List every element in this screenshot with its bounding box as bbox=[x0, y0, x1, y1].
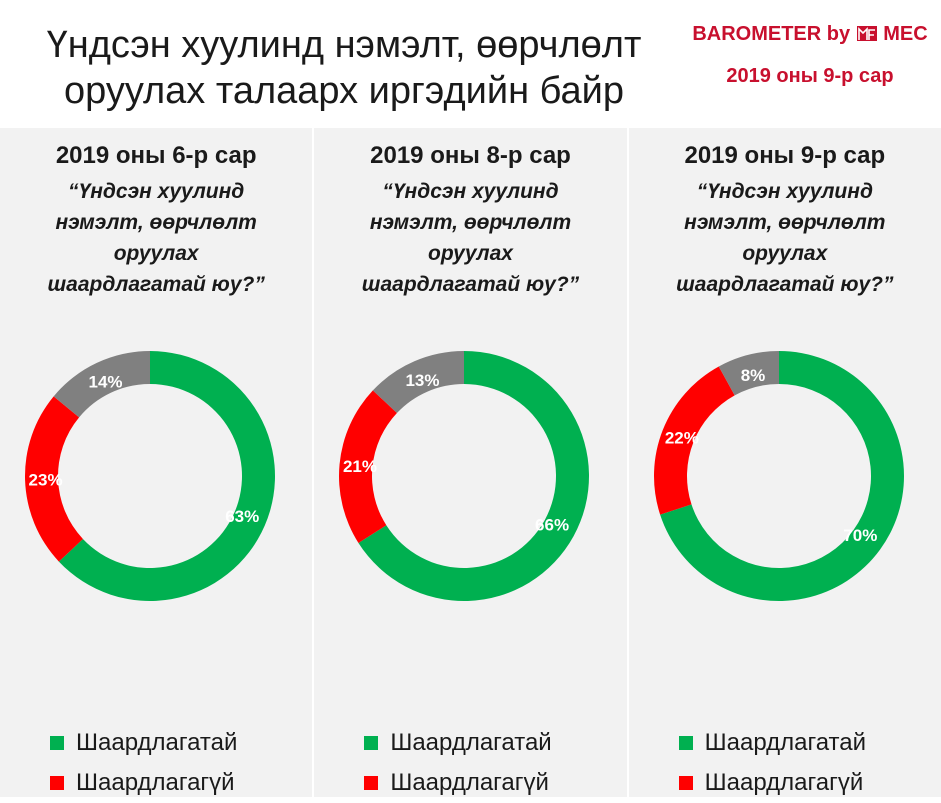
legend-label-required: Шаардлагатай bbox=[704, 729, 867, 756]
data-label-unknown: 13% bbox=[406, 371, 440, 390]
legend-swatch-required bbox=[50, 736, 64, 750]
data-label-required: 70% bbox=[843, 526, 877, 545]
legend-swatch-not-required bbox=[678, 776, 693, 790]
legend: Шаардлагатай Шаардлагагүй bbox=[50, 723, 237, 803]
panel-june: 2019 оны 6-р сар “Үндсэн хуулинд нэмэлт,… bbox=[0, 128, 315, 797]
donut-chart-june: 63% 23% 14% bbox=[25, 351, 275, 601]
data-label-not-required: 23% bbox=[29, 470, 63, 489]
legend-label-not-required: Шаардлагагүй bbox=[390, 769, 549, 796]
slice-not-required bbox=[653, 366, 735, 515]
panel-date: 2019 оны 9-р сар bbox=[684, 142, 886, 169]
brand-date: 2019 оны 9-р сар bbox=[726, 65, 894, 87]
panel-august: 2019 оны 8-р сар “Үндсэн хуулинд нэмэлт,… bbox=[314, 128, 629, 797]
legend-item-not-required: Шаардлагагүй bbox=[364, 763, 551, 803]
donut-chart-september: 70% 22% 8% bbox=[653, 351, 904, 601]
chart-panels: 2019 оны 6-р сар “Үндсэн хуулинд нэмэлт,… bbox=[0, 128, 941, 797]
legend-swatch-required bbox=[364, 736, 379, 750]
legend-swatch-not-required bbox=[364, 776, 379, 790]
panel-question: “Үндсэн хуулинд нэмэлт, өөрчлөлт оруулах… bbox=[361, 180, 580, 296]
data-label-required: 63% bbox=[225, 507, 259, 526]
legend-item-required: Шаардлагатай bbox=[364, 723, 552, 763]
slice-unknown bbox=[718, 351, 779, 396]
legend-item-not-required: Шаардлагагүй bbox=[678, 763, 866, 803]
donut-chart-august: 66% 21% 13% bbox=[339, 351, 590, 601]
legend-swatch-required bbox=[678, 736, 693, 750]
legend-label-required: Шаардлагатай bbox=[390, 729, 552, 756]
data-label-unknown: 8% bbox=[740, 366, 765, 385]
brand-text: BAROMETER by bbox=[692, 23, 851, 45]
panel-question: “Үндсэн хуулинд нэмэлт, өөрчлөлт оруулах… bbox=[47, 180, 265, 296]
panel-question: “Үндсэн хуулинд нэмэлт, өөрчлөлт оруулах… bbox=[676, 180, 894, 296]
brand-suffix: MEC bbox=[883, 23, 928, 45]
slice-not-required bbox=[25, 396, 83, 562]
legend-label-required: Шаардлагатай bbox=[76, 729, 238, 756]
legend: Шаардлагатай Шаардлагагүй bbox=[364, 723, 552, 803]
brand-block: BAROMETER by MEC 2019 оны 9-р сар bbox=[690, 20, 930, 90]
slice-unknown bbox=[53, 351, 150, 418]
legend-item-required: Шаардлагатай bbox=[50, 723, 237, 763]
legend-label-not-required: Шаардлагагүй bbox=[76, 769, 235, 796]
mec-logo-icon bbox=[856, 26, 877, 41]
brand-line: BAROMETER by MEC bbox=[690, 20, 930, 48]
slice-required bbox=[58, 351, 275, 601]
legend-item-not-required: Шаардлагагүй bbox=[50, 763, 237, 803]
slice-unknown bbox=[373, 351, 465, 414]
panel-date: 2019 оны 8-р сар bbox=[370, 142, 571, 169]
legend: Шаардлагатай Шаардлагагүй bbox=[678, 723, 867, 803]
data-label-not-required: 21% bbox=[343, 457, 377, 476]
legend-item-required: Шаардлагатай bbox=[678, 723, 867, 763]
legend-swatch-not-required bbox=[50, 776, 64, 790]
slice-not-required bbox=[339, 390, 398, 543]
data-label-not-required: 22% bbox=[664, 429, 698, 448]
legend-label-not-required: Шаардлагагүй bbox=[704, 769, 864, 796]
panel-september: 2019 оны 9-р сар “Үндсэн хуулинд нэмэлт,… bbox=[628, 128, 941, 797]
panel-date: 2019 оны 6-р сар bbox=[55, 142, 257, 169]
data-label-unknown: 14% bbox=[88, 372, 122, 391]
page-title: Үндсэн хуулинд нэмэлт, өөрчлөлт оруулах … bbox=[46, 24, 642, 158]
data-label-required: 66% bbox=[535, 515, 569, 534]
